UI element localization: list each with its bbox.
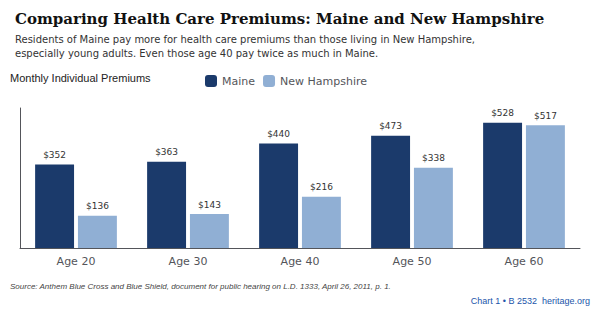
- svg-text:$216: $216: [310, 182, 333, 192]
- svg-text:$143: $143: [198, 200, 221, 210]
- svg-text:especially young adults. Even: especially young adults. Even those age …: [15, 48, 378, 59]
- svg-text:Age 60: Age 60: [505, 255, 544, 268]
- svg-text:Maine: Maine: [222, 75, 255, 88]
- svg-text:$136: $136: [86, 201, 109, 211]
- svg-text:$528: $528: [491, 108, 514, 118]
- svg-text:Age 50: Age 50: [393, 255, 432, 268]
- svg-text:$517: $517: [534, 111, 557, 121]
- svg-text:Monthly Individual Premiums: Monthly Individual Premiums: [10, 72, 151, 84]
- svg-text:Comparing Health Care Premiums: Comparing Health Care Premiums: Maine an…: [15, 10, 544, 28]
- svg-text:Residents of Maine pay more fo: Residents of Maine pay more for health c…: [15, 34, 475, 45]
- svg-text:Age 20: Age 20: [57, 255, 96, 268]
- svg-text:Chart 1 • B 2532 heritage.org: Chart 1 • B 2532 heritage.org: [471, 296, 590, 306]
- svg-text:$352: $352: [43, 150, 66, 160]
- svg-text:Source: Anthem Blue Cross and: Source: Anthem Blue Cross and Blue Shiel…: [10, 282, 391, 291]
- svg-text:$473: $473: [379, 121, 402, 131]
- svg-text:$338: $338: [422, 153, 445, 163]
- svg-text:Age 40: Age 40: [281, 255, 320, 268]
- svg-text:Age 30: Age 30: [169, 255, 208, 268]
- svg-text:New Hampshire: New Hampshire: [280, 75, 367, 88]
- svg-text:$440: $440: [267, 129, 290, 139]
- svg-text:$363: $363: [155, 147, 178, 157]
